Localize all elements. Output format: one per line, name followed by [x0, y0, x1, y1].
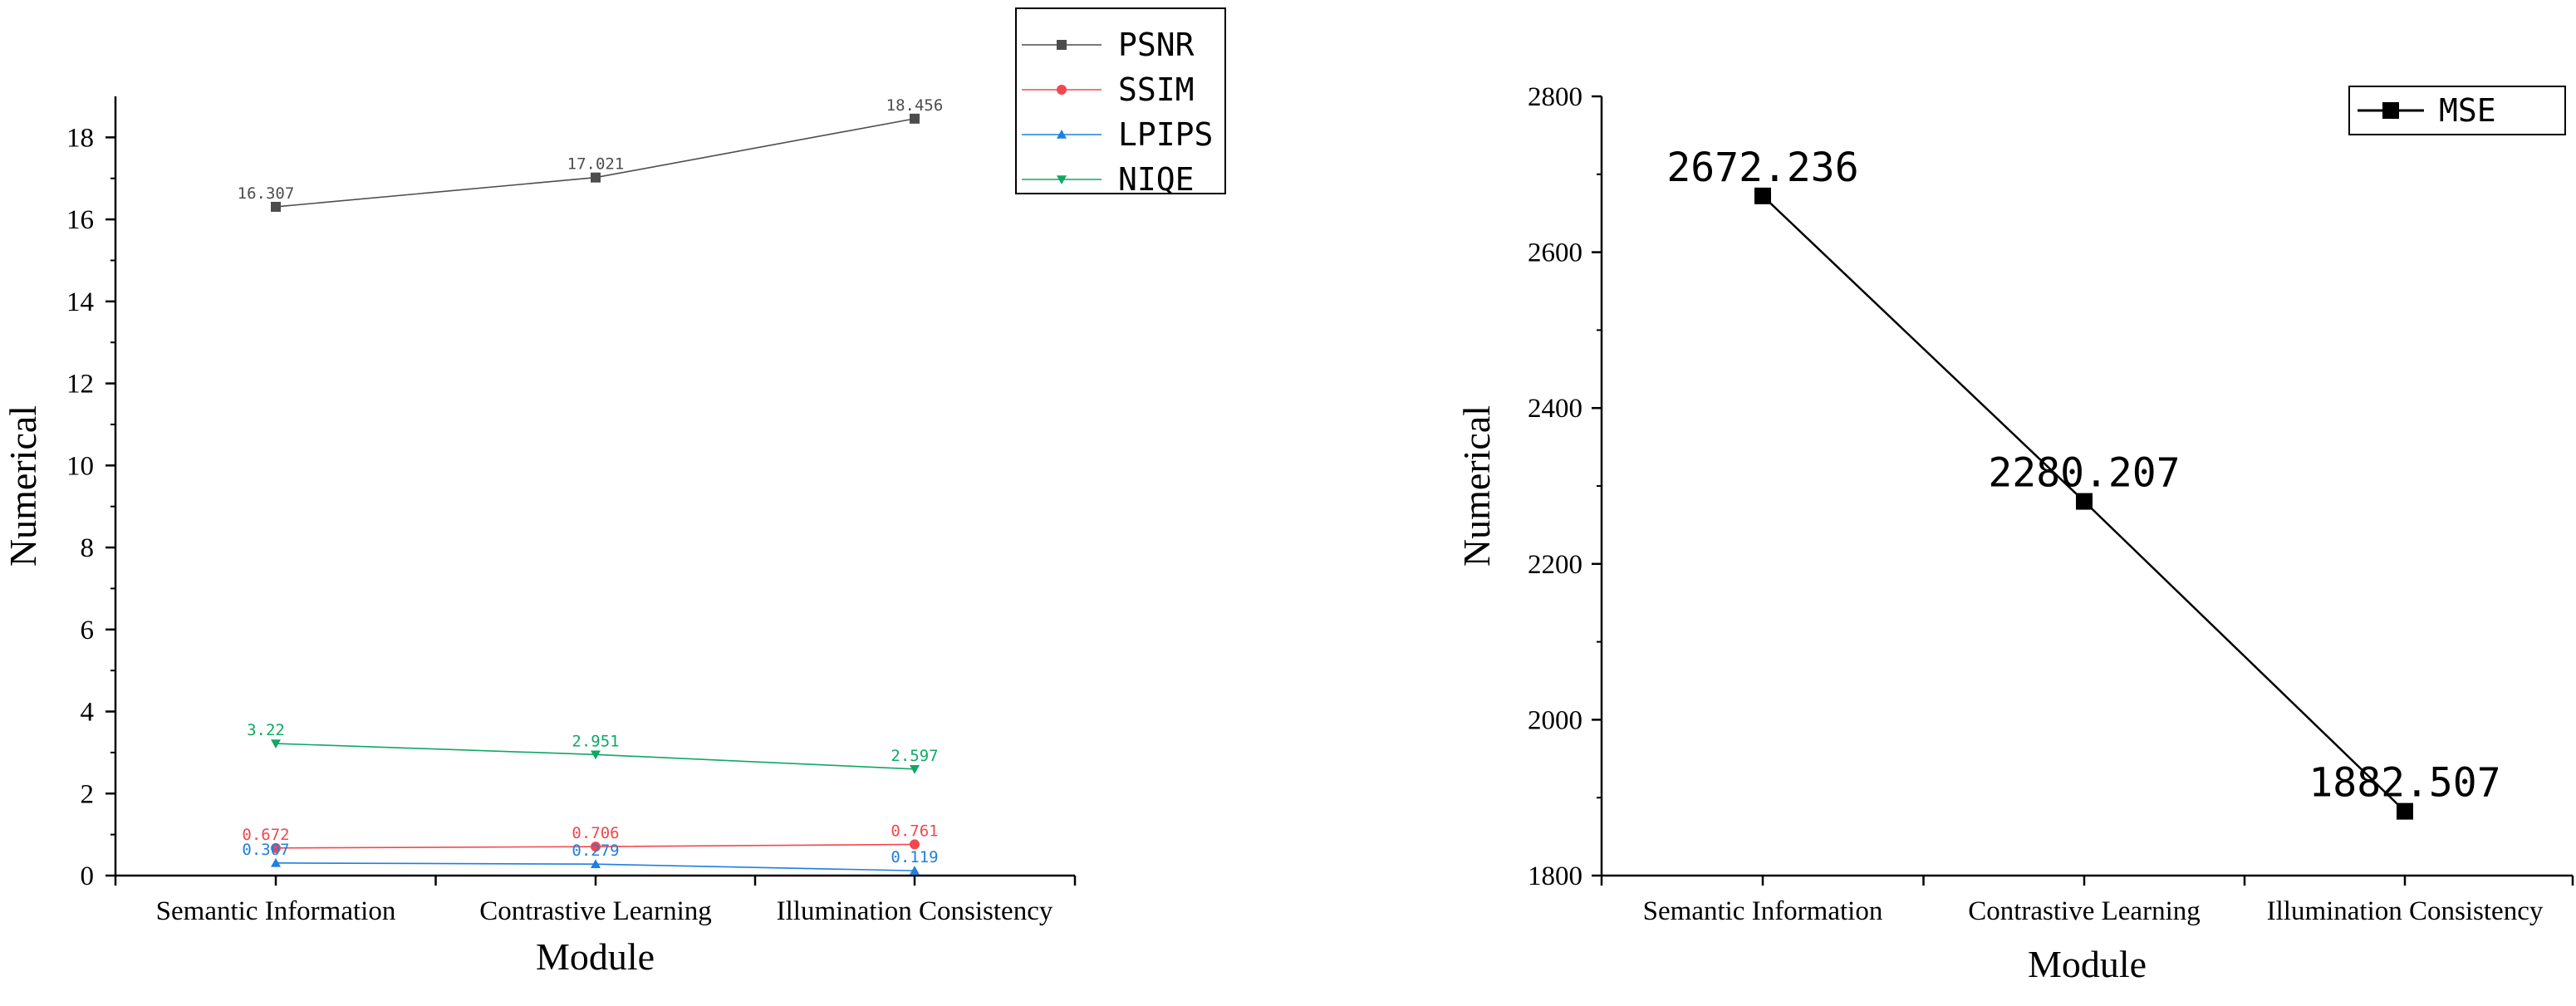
y-tick-label: 1800	[1528, 861, 1582, 891]
legend-marker-psnr	[1057, 40, 1067, 50]
data-point-niqe	[910, 764, 920, 774]
x-tick-label: Contrastive Learning	[479, 896, 712, 926]
legend-marker-niqe	[1057, 175, 1067, 184]
x-axis-title: Module	[536, 935, 655, 978]
x-tick-label: Semantic Information	[1643, 896, 1883, 926]
data-label-mse: 2280.207	[1988, 450, 2180, 497]
y-tick-label: 2200	[1528, 550, 1582, 580]
x-tick-label: Contrastive Learning	[1968, 896, 2201, 926]
y-tick-label: 12	[66, 370, 94, 400]
chart-right: 1800 2000 2200 2400 2600 2800 Semantic Informa…	[1455, 82, 2574, 985]
x-tick-label: Semantic Information	[156, 896, 396, 926]
data-label-lpips: 0.307	[242, 841, 289, 859]
data-point-niqe	[271, 739, 281, 749]
data-point-mse	[2397, 802, 2413, 820]
y-tick-label: 4	[81, 698, 95, 728]
y-tick-label: 6	[81, 616, 95, 645]
data-label-lpips: 0.119	[891, 848, 938, 866]
data-point-lpips	[591, 859, 601, 869]
data-point-psnr	[271, 201, 281, 212]
data-point-niqe	[591, 750, 601, 760]
y-tick-label: 2800	[1528, 82, 1582, 112]
x-axis-title: Module	[2028, 943, 2147, 985]
y-tick-label: 2000	[1528, 705, 1582, 735]
legend-marker-lpips	[1057, 130, 1067, 139]
legend-label-lpips: LPIPS	[1118, 116, 1213, 153]
data-point-mse	[2076, 493, 2093, 510]
data-point-lpips	[271, 857, 281, 867]
y-tick-label: 0	[81, 861, 95, 891]
legend-box	[2348, 86, 2566, 135]
data-point-psnr	[591, 172, 601, 183]
data-label-mse: 2672.236	[1666, 145, 1858, 191]
y-axis-title: Numerical	[1455, 405, 1498, 567]
data-label-ssim: 0.672	[242, 826, 289, 844]
chart-left: 0 2 4 6 8 10 12 14 16 18 Semantic Information Contr…	[2, 7, 1226, 978]
y-tick-label: 14	[66, 287, 94, 317]
data-point-lpips	[910, 866, 920, 875]
data-label-ssim: 0.761	[891, 822, 938, 840]
y-tick-label: 2400	[1528, 394, 1582, 424]
y-tick-label: 2600	[1528, 238, 1582, 268]
legend-marker-ssim	[1057, 85, 1067, 95]
data-label-niqe: 2.951	[572, 732, 619, 750]
data-label-psnr: 18.456	[886, 96, 944, 115]
x-tick-label: Illumination Consistency	[2267, 896, 2544, 926]
y-tick-label: 10	[66, 451, 94, 481]
data-point-psnr	[910, 113, 920, 124]
y-tick-label: 8	[81, 533, 95, 563]
legend-box	[1015, 7, 1226, 194]
data-point-ssim	[271, 842, 281, 853]
y-tick-label: 16	[66, 205, 94, 235]
y-axis-title: Numerical	[2, 405, 44, 567]
data-label-mse: 1882.507	[2309, 760, 2500, 807]
data-label-ssim: 0.706	[572, 824, 619, 842]
data-label-niqe: 2.597	[891, 747, 938, 765]
x-tick-label: Illumination Consistency	[777, 896, 1053, 926]
y-tick-label: 2	[81, 779, 95, 809]
data-point-ssim	[910, 839, 920, 850]
data-point-mse	[1754, 187, 1771, 204]
data-point-ssim	[591, 842, 601, 852]
y-tick-label: 18	[66, 123, 94, 153]
legend-label-mse: MSE	[2439, 92, 2496, 129]
legend-label-niqe: NIQE	[1118, 161, 1195, 198]
legend-label-psnr: PSNR	[1118, 27, 1195, 63]
data-label-psnr: 17.021	[567, 155, 625, 174]
data-label-niqe: 3.22	[247, 721, 285, 739]
legend-marker-mse	[2382, 102, 2399, 119]
legend-label-ssim: SSIM	[1118, 71, 1195, 108]
data-label-psnr: 16.307	[238, 184, 295, 203]
data-label-lpips: 0.279	[572, 842, 619, 860]
